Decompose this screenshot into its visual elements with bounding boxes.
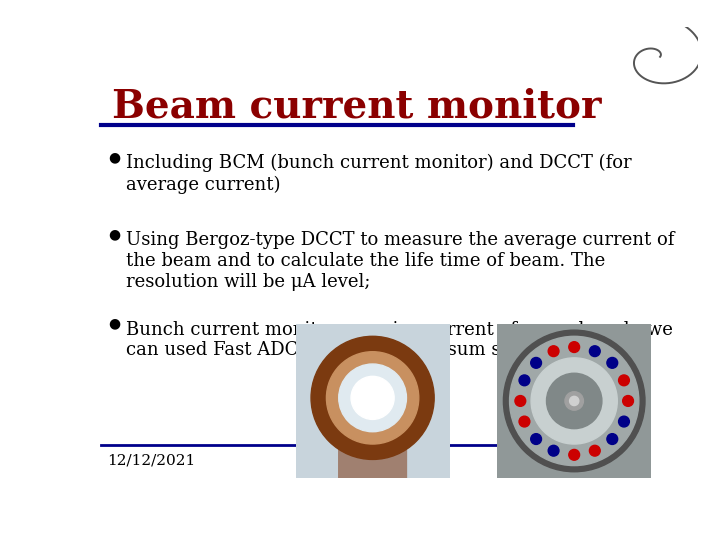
Text: ●: ● (108, 150, 120, 164)
Circle shape (311, 336, 434, 460)
Circle shape (565, 392, 583, 410)
Text: Using Bergoz-type DCCT to measure the average current of
the beam and to calcula: Using Bergoz-type DCCT to measure the av… (126, 231, 675, 291)
Circle shape (590, 346, 600, 356)
FancyBboxPatch shape (338, 447, 407, 481)
Circle shape (531, 434, 541, 444)
Circle shape (531, 357, 541, 368)
Circle shape (510, 336, 639, 465)
Circle shape (338, 364, 407, 432)
Circle shape (590, 446, 600, 456)
Circle shape (607, 357, 618, 368)
Circle shape (326, 352, 419, 444)
Circle shape (618, 375, 629, 386)
Circle shape (546, 373, 602, 429)
Circle shape (515, 396, 526, 406)
Text: Including BCM (bunch current monitor) and DCCT (for
average current): Including BCM (bunch current monitor) an… (126, 154, 632, 193)
Circle shape (618, 416, 629, 427)
Circle shape (548, 346, 559, 356)
Text: Beam current monitor: Beam current monitor (112, 87, 602, 126)
Circle shape (503, 330, 645, 472)
Circle shape (351, 376, 394, 420)
Circle shape (548, 446, 559, 456)
Circle shape (623, 396, 634, 406)
Text: 11: 11 (612, 454, 631, 468)
Circle shape (531, 358, 617, 444)
Circle shape (519, 375, 530, 386)
Text: ●: ● (108, 227, 120, 241)
Circle shape (570, 396, 579, 406)
Circle shape (607, 434, 618, 444)
Text: 12/12/2021: 12/12/2021 (107, 454, 195, 468)
Text: Bunch current monitor can give current of every bunch, we
can used Fast ADC to m: Bunch current monitor can give current o… (126, 321, 673, 359)
Circle shape (519, 416, 530, 427)
Circle shape (569, 342, 580, 353)
Circle shape (569, 449, 580, 460)
Text: ●: ● (108, 316, 120, 330)
